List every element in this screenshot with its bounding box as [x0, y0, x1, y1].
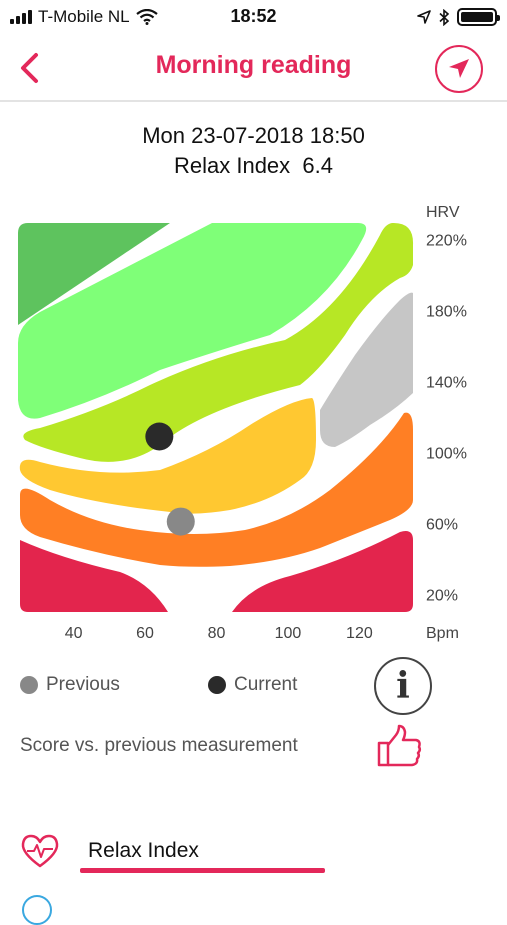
legend-previous-dot: [20, 676, 38, 694]
score-label: Score vs. previous measurement: [20, 735, 298, 756]
x-tick-label: 80: [208, 625, 226, 642]
wifi-icon: [135, 9, 158, 25]
point-previous: [166, 507, 195, 536]
y-tick-label: 220%: [426, 233, 467, 250]
status-bar: T-Mobile NL 18:52: [0, 0, 507, 36]
legend-current-label: Current: [234, 674, 298, 695]
y-tick-label: 140%: [426, 375, 467, 392]
relax-index-value: 6.4: [302, 153, 333, 178]
navigation-button[interactable]: [435, 45, 483, 93]
legend-previous-label: Previous: [46, 674, 120, 695]
y-tick-label: 180%: [426, 304, 467, 321]
page-title: Morning reading: [155, 51, 352, 79]
x-tick-label: 40: [65, 625, 83, 642]
hrv-bpm-chart: HRV Bpm 220% 180% 140% 100% 60% 20% 40 60 80 100 120: [18, 204, 467, 642]
y-tick-label: 100%: [426, 445, 467, 462]
status-left: T-Mobile NL: [10, 7, 158, 27]
chart-zones: [18, 222, 414, 612]
reading-date: Mon 23-07-2018 18:50: [142, 123, 365, 148]
point-current: [145, 422, 174, 451]
tab-active-indicator: [80, 868, 325, 873]
zone-red: [20, 531, 413, 612]
x-tick-label: 60: [136, 625, 154, 642]
thumbs-up-icon[interactable]: [376, 724, 422, 768]
status-right: [417, 8, 500, 26]
signal-icon: [10, 10, 32, 24]
bluetooth-icon: [439, 8, 449, 26]
x-axis-label: Bpm: [426, 625, 459, 642]
legend-current: Current: [208, 674, 297, 696]
navigation-arrow-icon: [449, 59, 469, 78]
battery-icon: [457, 8, 500, 26]
status-time: 18:52: [230, 6, 277, 26]
y-tick-label: 60%: [426, 516, 458, 533]
zone-yellow: [19, 398, 316, 514]
zone-dark-green: [18, 223, 170, 325]
chart-points: [145, 422, 195, 536]
y-axis-label: HRV: [426, 204, 460, 221]
chart-legend: Previous Current: [20, 672, 490, 702]
zone-yellow-green: [23, 222, 414, 462]
x-tick-label: 120: [346, 625, 373, 642]
info-icon: i: [396, 665, 410, 707]
legend-previous: Previous: [20, 674, 120, 696]
heart-pulse-icon: [21, 834, 59, 868]
zone-orange: [20, 412, 413, 567]
zone-light-green: [18, 223, 367, 419]
carrier-label: T-Mobile NL: [38, 7, 130, 26]
zone-grey: [320, 292, 413, 447]
tab-relax-index[interactable]: Relax Index: [0, 830, 507, 890]
legend-current-dot: [208, 676, 226, 694]
tab-relax-index-label: Relax Index: [88, 839, 199, 862]
nav-bar: Morning reading: [0, 36, 507, 102]
relax-index-heading-label: Relax Index: [173, 153, 291, 178]
location-arrow-icon: [417, 10, 431, 24]
chart-axes: HRV Bpm 220% 180% 140% 100% 60% 20% 40 60 80 100 120: [65, 204, 467, 642]
back-chevron-icon[interactable]: [14, 50, 46, 86]
y-tick-label: 20%: [426, 587, 458, 604]
x-tick-label: 100: [275, 625, 302, 642]
info-button[interactable]: i: [374, 657, 432, 715]
relax-index-heading: Relax Index 6.4: [0, 153, 507, 179]
